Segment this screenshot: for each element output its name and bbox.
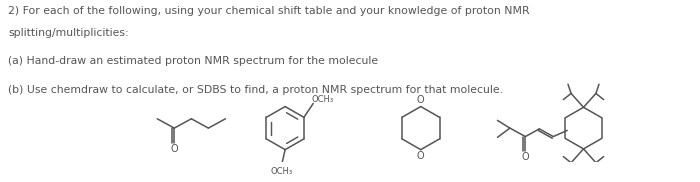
Text: O: O <box>417 151 425 161</box>
Text: OCH₃: OCH₃ <box>270 167 293 177</box>
Text: O: O <box>417 95 425 105</box>
Text: OCH₃: OCH₃ <box>312 95 334 104</box>
Text: O: O <box>171 144 178 154</box>
Text: 2) For each of the following, using your chemical shift table and your knowledge: 2) For each of the following, using your… <box>8 6 530 16</box>
Text: O: O <box>522 152 529 162</box>
Text: splitting/multiplicities:: splitting/multiplicities: <box>8 28 129 38</box>
Text: (a) Hand-draw an estimated proton NMR spectrum for the molecule: (a) Hand-draw an estimated proton NMR sp… <box>8 56 379 66</box>
Text: (b) Use chemdraw to calculate, or SDBS to find, a proton NMR spectrum for that m: (b) Use chemdraw to calculate, or SDBS t… <box>8 85 503 95</box>
